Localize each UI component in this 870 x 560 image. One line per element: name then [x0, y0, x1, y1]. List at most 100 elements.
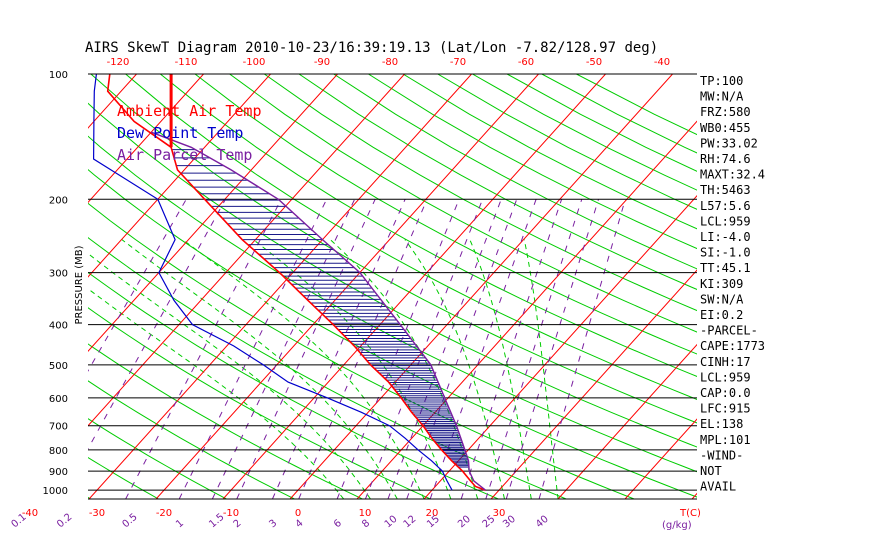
dry-adiabat — [264, 74, 697, 312]
mixing-ratio-line — [387, 199, 502, 499]
dry-adiabat — [88, 202, 635, 499]
top-temp-tick-label: -60 — [518, 57, 534, 68]
pressure-tick-label: 600 — [49, 394, 68, 405]
moist-adiabat — [404, 239, 505, 499]
bottom-temp-tick-label: -20 — [156, 508, 172, 519]
dry-adiabat — [159, 74, 697, 377]
axes: 1002003004005006007008009001000PRESSURE … — [9, 57, 701, 531]
dry-adiabat — [229, 74, 697, 333]
index-entry: CINH:17 — [700, 355, 751, 369]
profile-lines — [92, 74, 487, 491]
dry-adiabat — [194, 74, 697, 355]
mixing-ratio-tick-label: 20 — [456, 514, 473, 531]
dry-adiabat — [437, 74, 697, 210]
dry-adiabat — [88, 380, 295, 499]
isotherm — [88, 74, 338, 353]
mixing-ratio-tick-label: 1 — [174, 518, 186, 531]
index-entry: CAPE:1773 — [700, 339, 765, 353]
index-entry: SW:N/A — [700, 292, 744, 306]
isotherm — [0, 74, 70, 499]
isotherm — [88, 74, 472, 499]
legend-ambient: Ambient Air Temp — [117, 102, 262, 120]
y-axis-label: PRESSURE (MB) — [74, 245, 85, 324]
isotherm — [0, 74, 3, 499]
pressure-tick-label: 300 — [49, 269, 68, 280]
isotherm — [88, 74, 271, 278]
dry-adiabat — [88, 135, 697, 473]
moist-adiabat — [182, 239, 425, 499]
ambient-temp-line — [106, 74, 486, 491]
bottom-temp-tick-label: 10 — [359, 508, 372, 519]
top-temp-tick-label: -100 — [243, 57, 266, 68]
dry-adiabat — [125, 74, 697, 401]
mixing-ratio-line — [460, 199, 563, 499]
index-entry: LCL:959 — [700, 214, 751, 228]
bottom-temp-tick-label: 20 — [426, 508, 439, 519]
isotherm — [624, 418, 697, 499]
dry-adiabat — [368, 74, 697, 250]
dry-adiabat — [506, 74, 697, 172]
dry-adiabat — [88, 236, 567, 499]
mixing-ratio-line — [271, 199, 406, 499]
legend-parcel: Air Parcel Temp — [117, 146, 252, 164]
legend-dewpoint: Dew Point Temp — [117, 124, 243, 142]
chart-title: AIRS SkewT Diagram 2010-10-23/16:39:19.1… — [85, 40, 658, 56]
pressure-tick-label: 900 — [49, 467, 68, 478]
mixing-ratio-line — [88, 199, 226, 450]
mixing-ratio-line — [505, 199, 599, 499]
index-entry: L57:5.6 — [700, 199, 751, 213]
top-temp-tick-label: -110 — [175, 57, 198, 68]
isotherm — [222, 74, 606, 499]
index-entry: -PARCEL- — [700, 324, 758, 338]
mixing-ratio-tick-label: 40 — [534, 514, 551, 531]
moist-adiabat — [523, 239, 559, 499]
pressure-tick-label: 100 — [49, 70, 68, 81]
dry-adiabat — [298, 74, 697, 291]
mixing-ratio-tick-label: 2 — [232, 518, 244, 531]
top-temp-tick-label: -50 — [586, 57, 602, 68]
top-temp-tick-label: -70 — [450, 57, 466, 68]
x-axis-label: T(C) — [679, 508, 701, 519]
dry-adiabat — [88, 102, 697, 448]
mixing-ratio-line — [125, 199, 282, 499]
dry-adiabat — [333, 74, 697, 270]
top-temp-tick-label: -80 — [382, 57, 398, 68]
index-entry: AVAIL — [700, 480, 736, 494]
index-entry: NOT — [700, 464, 722, 478]
mixing-ratio-tick-label: 3 — [267, 518, 279, 531]
dewpoint-temp-line — [92, 74, 453, 491]
isotherm — [289, 74, 673, 499]
mixing-ratio-line — [406, 199, 518, 499]
index-entry: MW:N/A — [700, 90, 744, 104]
mixing-ratio-line — [88, 199, 187, 372]
isotherm — [88, 74, 405, 427]
dry-adiabat — [88, 307, 431, 499]
dry-adiabat — [0, 74, 23, 499]
index-entry: WB0:455 — [700, 121, 751, 135]
top-temp-tick-label: -120 — [107, 57, 130, 68]
index-entry: TP:100 — [700, 74, 743, 88]
dry-adiabat — [88, 343, 363, 499]
mixing-ratio-tick-label: 4 — [294, 518, 306, 531]
index-entry: -WIND- — [700, 448, 743, 462]
index-entry: EI:0.2 — [700, 308, 743, 322]
mixing-ratio-line — [298, 199, 428, 499]
bottom-temp-tick-label: 30 — [493, 508, 506, 519]
mixing-ratio-tick-label: 12 — [402, 514, 419, 531]
mixing-ratio-tick-label: 6 — [332, 518, 344, 531]
bottom-temp-tick-label: -10 — [223, 508, 239, 519]
index-entry: MPL:101 — [700, 433, 751, 447]
index-entry: SI:-1.0 — [700, 246, 751, 260]
dry-adiabat — [88, 418, 227, 499]
mixing-ratio-line — [236, 199, 376, 499]
parcel-temp-line — [150, 131, 487, 491]
pressure-tick-label: 700 — [49, 422, 68, 433]
index-entry: TH:5463 — [700, 183, 751, 197]
index-entry: TT:45.1 — [700, 261, 751, 275]
mixing-ratio-tick-label: 10 — [383, 514, 400, 531]
pressure-tick-label: 200 — [49, 195, 68, 206]
isotherm — [557, 343, 697, 499]
bottom-temp-tick-label: -30 — [89, 508, 105, 519]
